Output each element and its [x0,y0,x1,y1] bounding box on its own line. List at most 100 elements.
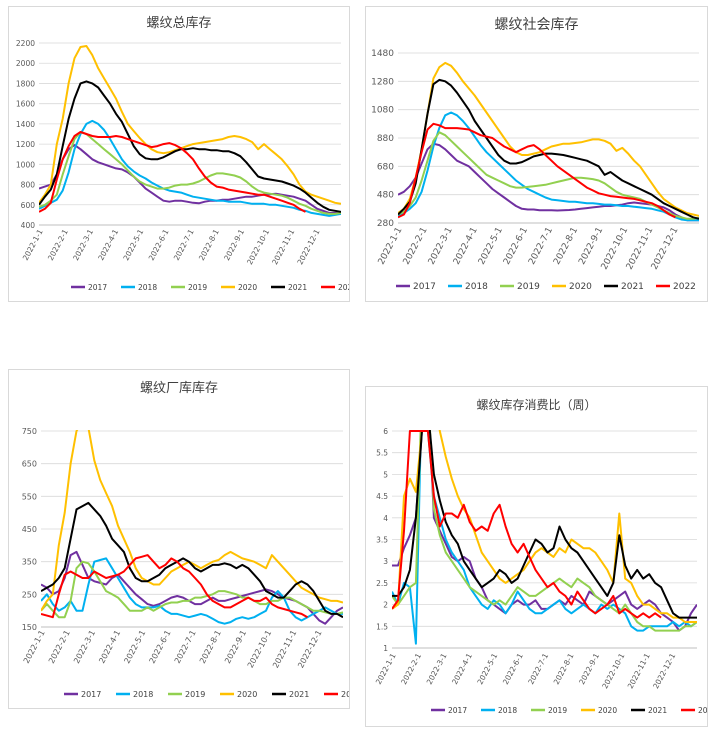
x-tick-label: 2022-3-1 [72,629,97,665]
series-line-2021 [39,80,341,213]
x-tick-label: 2022-12-1 [296,629,323,670]
legend-label-2021: 2021 [288,283,307,292]
series-line-2019 [398,131,699,220]
x-tick-label: 2022-6-1 [148,629,173,665]
y-tick-label: 2.5 [376,579,388,588]
y-tick-label: 1800 [16,79,35,88]
x-tick-label: 2022-3-1 [71,228,95,262]
series-line-2018 [41,557,343,625]
x-tick-label: 2022-11-1 [271,629,298,670]
series-line-2018 [398,111,699,222]
series-line-2022 [39,131,306,213]
y-tick-label: 600 [21,201,36,210]
x-tick-label: 2022-4-1 [450,652,474,686]
legend-label-2020: 2020 [238,283,257,292]
legend-label-2020: 2020 [598,706,617,715]
x-tick-label: 2022-4-1 [452,226,480,267]
y-tick-label: 1080 [371,106,394,116]
series-line-2020 [398,61,699,217]
legend-label-2021: 2021 [289,690,309,699]
legend-label-2022: 2022 [341,690,349,699]
series-line-2022 [41,554,308,619]
x-tick-label: 2022-2-1 [402,226,430,267]
x-tick-label: 2022-12-1 [295,228,321,267]
x-tick-label: 2022-9-1 [577,652,601,686]
x-tick-label: 2022-3-1 [425,652,449,686]
x-tick-label: 2022-7-1 [527,226,555,267]
x-tick-label: 2022-6-1 [147,228,171,262]
x-tick-label: 2022-8-1 [552,226,580,267]
series-line-2020 [392,430,697,623]
y-tick-label: 4 [383,514,388,523]
y-tick-label: 4.5 [376,492,388,501]
y-tick-label: 5 [383,470,388,479]
y-tick-label: 400 [21,221,36,230]
x-tick-label: 2022-7-1 [173,629,198,665]
series-line-2018 [39,119,341,217]
series-line-2021 [392,430,697,619]
x-tick-label: 2022-12-1 [651,652,677,691]
y-tick-label: 350 [22,558,37,567]
series-line-2022 [392,430,662,619]
chart-title: 螺纹厂库库存 [140,380,218,396]
series-line-2017 [39,144,341,214]
x-tick-label: 2022-2-1 [399,652,423,686]
series-line-2020 [41,430,343,612]
x-tick-label: 2022-9-1 [223,629,248,665]
chart-inventory-consumption-ratio: 螺纹库存消费比（周） 1 1.5 2 2.5 3 3.5 4 4.5 5 5.5 6 2022-1-1 2… [365,386,708,727]
legend-label-2017: 2017 [448,706,467,715]
x-tick-label: 2022-10-1 [245,228,271,267]
legend-label-2018: 2018 [133,690,153,699]
y-tick-label: 480 [377,191,394,201]
x-tick-label: 2022-1-1 [22,629,47,665]
legend-label-2018: 2018 [465,282,488,292]
y-tick-label: 3 [383,557,388,566]
legend-label-2019: 2019 [185,690,205,699]
y-tick-label: 2 [383,601,388,610]
y-tick-label: 1200 [16,140,35,149]
chart-total-inventory: 螺纹总库存 400 600 800 1000 1200 1400 1600 1800 2000 22… [8,6,350,302]
y-tick-label: 2000 [16,59,35,68]
series-line-2019 [39,131,341,215]
x-tick-label: 2022-12-1 [650,226,681,272]
x-tick-label: 2022-6-1 [501,652,525,686]
legend-label-2020: 2020 [569,282,592,292]
x-tick-label: 2022-8-1 [198,629,223,665]
x-tick-label: 2022-5-1 [122,629,147,665]
series-line-2017 [392,430,697,632]
x-tick-label: 2022-8-1 [197,228,221,262]
legend-label-2017: 2017 [413,282,436,292]
y-tick-label: 5.5 [376,449,388,458]
x-tick-label: 2022-6-1 [502,226,530,267]
chart-title: 螺纹库存消费比（周） [476,397,596,412]
y-tick-label: 880 [377,134,394,144]
x-tick-label: 2022-1-1 [374,652,398,686]
legend-label-2022: 2022 [338,283,349,292]
x-tick-label: 2022-11-1 [270,228,296,267]
series-line-2021 [41,501,343,619]
x-tick-label: 2022-10-1 [600,652,626,691]
x-tick-label: 2022-9-1 [577,226,605,267]
y-tick-label: 750 [22,427,37,436]
legend-label-2017: 2017 [88,283,107,292]
x-tick-label: 2022-9-1 [222,228,246,262]
y-tick-label: 650 [22,460,37,469]
x-tick-label: 2022-1-1 [377,226,405,267]
legend-label-2021: 2021 [648,706,667,715]
x-tick-label: 2022-2-1 [46,228,70,262]
y-tick-label: 680 [377,162,394,172]
legend-label-2019: 2019 [517,282,540,292]
y-tick-label: 800 [21,181,36,190]
chart-title: 螺纹总库存 [146,15,211,31]
chart-factory-inventory: 螺纹厂库库存 150 250 350 450 550 650 750 2022-1-1 2022-… [8,369,350,709]
x-tick-label: 2022-5-1 [477,226,505,267]
legend-label-2022: 2022 [698,706,707,715]
x-tick-label: 2022-5-1 [122,228,146,262]
y-tick-label: 1400 [16,120,35,129]
series-line-2021 [398,78,699,220]
series-line-2019 [41,560,343,619]
series-line-2018 [392,430,697,645]
legend-label-2020: 2020 [237,690,257,699]
y-tick-label: 280 [377,219,394,229]
series-line-2019 [392,430,697,632]
